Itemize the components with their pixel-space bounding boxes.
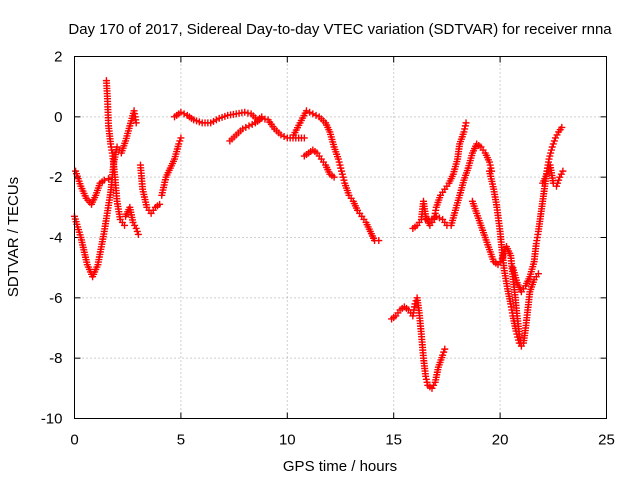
data-point	[277, 131, 285, 139]
series-arc-10	[300, 146, 338, 181]
data-point	[312, 111, 320, 119]
series-arc-7	[171, 108, 266, 127]
data-point	[180, 110, 188, 118]
data-point	[558, 123, 566, 131]
y-tick-label: 2	[54, 49, 62, 66]
data-point	[121, 221, 129, 229]
data-point	[441, 345, 449, 353]
data-point	[515, 339, 523, 347]
data-point	[132, 119, 140, 127]
x-axis-label: GPS time / hours	[283, 458, 397, 475]
series-arc-15	[485, 167, 523, 347]
series-arc-6	[158, 134, 185, 199]
series-arc-11	[388, 294, 449, 392]
data-point	[100, 176, 108, 184]
series-arc-8	[226, 114, 308, 145]
data-point	[330, 173, 338, 181]
data-point	[261, 115, 269, 123]
chart-title: Day 170 of 2017, Sidereal Day-to-day VTE…	[68, 21, 612, 38]
data-point	[239, 125, 247, 133]
y-tick-label: -2	[49, 169, 62, 186]
series-arc-3	[102, 77, 129, 229]
series-arc-17	[539, 161, 567, 190]
series-arc-16	[509, 123, 566, 296]
data-point	[248, 120, 256, 128]
x-tick-label: 0	[70, 432, 78, 449]
series-arc-1	[71, 107, 140, 281]
y-tick-label: -8	[49, 350, 62, 367]
data-point	[302, 107, 310, 115]
data-point	[244, 109, 252, 117]
data-point	[435, 214, 443, 222]
data-point	[134, 230, 142, 238]
x-tick-label: 15	[385, 432, 402, 449]
tick-layer: 0 5 10 15 20 25 -10 -8 -6 -4 -2 0 2	[41, 49, 615, 449]
data-point	[105, 175, 113, 183]
data-point	[559, 167, 567, 175]
data-point	[258, 114, 266, 122]
data-point	[241, 108, 249, 116]
series-arc-13	[422, 140, 496, 229]
data-point	[177, 108, 185, 116]
plot-frame	[74, 56, 607, 419]
data-point	[534, 270, 542, 278]
data-point	[462, 119, 470, 127]
y-tick-label: -6	[49, 290, 62, 307]
x-tick-label: 5	[177, 432, 185, 449]
data-point	[242, 123, 250, 131]
data-layer	[71, 77, 567, 392]
x-tick-label: 20	[492, 432, 509, 449]
data-point	[309, 110, 317, 118]
y-axis-label: SDTVAR / TECUs	[5, 177, 22, 297]
series-arc-4	[122, 203, 142, 238]
data-point	[177, 134, 185, 142]
y-tick-label: -4	[49, 230, 62, 247]
series-arc-2	[72, 167, 113, 208]
x-tick-label: 10	[279, 432, 296, 449]
data-point	[156, 200, 164, 208]
data-point	[375, 237, 383, 245]
series-arc-5	[136, 161, 164, 217]
data-point	[300, 134, 308, 142]
x-tick-label: 25	[598, 432, 615, 449]
y-tick-label: 0	[54, 109, 62, 126]
data-point	[306, 108, 314, 116]
y-tick-label: -10	[41, 411, 63, 428]
data-point	[245, 122, 253, 130]
grid-layer	[74, 56, 607, 419]
data-point	[432, 212, 440, 220]
data-point	[280, 132, 288, 140]
series-arc-9	[290, 107, 383, 245]
